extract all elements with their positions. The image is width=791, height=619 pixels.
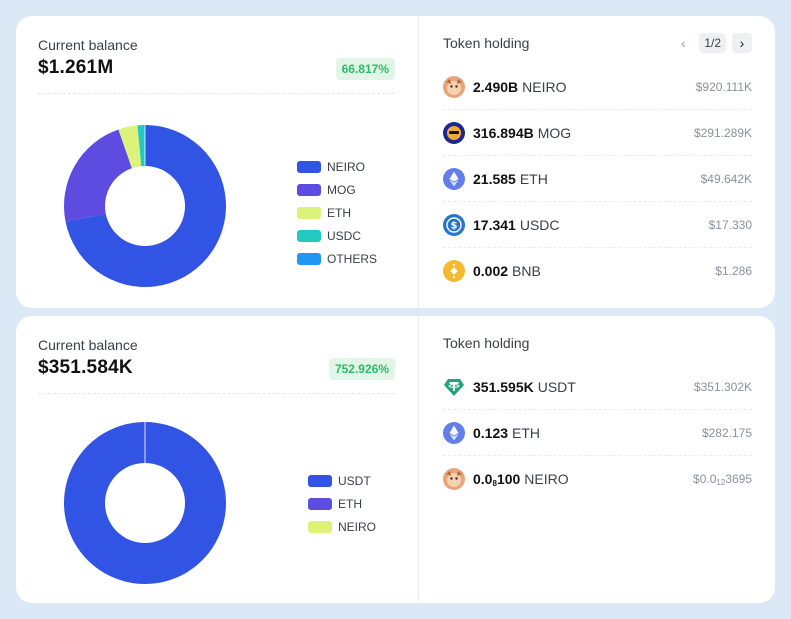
change-badge: 66.817% — [335, 58, 395, 80]
token-amount: 0.123 — [473, 424, 509, 441]
token-symbol: BNB — [512, 263, 541, 279]
pagination: ‹ 1/2 › — [673, 33, 752, 53]
legend-swatch — [308, 520, 332, 533]
balance-label: Current balance — [38, 37, 138, 53]
legend-label: ETH — [338, 496, 362, 511]
token-value: $282.175 — [701, 425, 752, 440]
balance-value: $351.584K — [38, 357, 133, 378]
token-value: $17.330 — [708, 217, 752, 232]
legend-swatch — [297, 160, 321, 173]
token-amount: 316.894B — [473, 124, 534, 141]
token-list: 351.595K USDT $351.302K 0.123 ETH $282.175 0.0… — [443, 364, 752, 502]
token-value: $1.286 — [715, 264, 752, 278]
token-value: $0.0123695 — [693, 471, 752, 487]
token-row-usdt[interactable]: 351.595K USDT $351.302K — [443, 364, 752, 410]
legend-item-others: OTHERS — [297, 247, 377, 270]
token-symbol: USDC — [519, 216, 560, 233]
donut-slice-neiro — [65, 125, 226, 287]
token-symbol: MOG — [537, 124, 572, 141]
token-symbol: ETH — [519, 170, 548, 187]
bnb-icon — [443, 260, 465, 282]
balance-label: Current balance — [38, 337, 138, 353]
legend-label: USDT — [338, 473, 371, 488]
token-row-eth[interactable]: 0.123 ETH $282.175 — [443, 410, 752, 456]
usdc-icon: $ — [443, 213, 465, 236]
token-amount: 0.08100 — [473, 470, 521, 488]
legend-item-neiro: NEIRO — [297, 155, 377, 178]
legend-label: ETH — [327, 205, 351, 220]
change-badge: 752.926% — [328, 358, 395, 380]
token-symbol: NEIRO — [524, 471, 569, 487]
svg-text:$: $ — [451, 220, 458, 231]
divider — [38, 393, 395, 394]
legend-swatch — [297, 229, 321, 242]
legend-label: OTHERS — [327, 251, 378, 266]
donut-slice-mog — [64, 129, 132, 222]
mog-icon — [443, 121, 465, 144]
token-holding-title: Token holding — [443, 335, 530, 351]
legend-item-eth: ETH — [297, 201, 377, 224]
legend-label: MOG — [327, 182, 356, 197]
token-holding-title: Token holding — [443, 35, 530, 51]
token-row-neiro[interactable]: 2.490B NEIRO $920.111K — [443, 64, 752, 110]
legend-swatch — [297, 206, 321, 219]
eth-icon — [443, 421, 465, 444]
legend-label: NEIRO — [338, 519, 377, 534]
usdt-icon — [443, 376, 465, 398]
legend-swatch — [297, 183, 321, 196]
legend-swatch — [308, 497, 332, 510]
donut-slice-eth — [118, 125, 142, 169]
token-symbol: NEIRO — [522, 78, 567, 95]
token-amount: 0.002 — [473, 263, 509, 279]
legend-item-neiro: NEIRO — [308, 515, 376, 538]
token-value: $49.642K — [700, 171, 752, 186]
portfolio-card-1: Current balance $1.261M 66.817% NEIRO MOG… — [16, 16, 775, 308]
legend-swatch — [308, 474, 332, 487]
page-indicator: 1/2 — [699, 33, 726, 53]
allocation-donut-chart — [64, 422, 226, 584]
donut-slice-usdc — [137, 125, 145, 167]
token-amount: 351.595K — [473, 378, 534, 395]
prev-page-button[interactable]: ‹ — [680, 35, 686, 51]
legend-item-eth: ETH — [308, 492, 376, 515]
portfolio-card-2: Current balance $351.584K 752.926% USDT E… — [16, 316, 775, 603]
token-amount: 2.490B — [473, 78, 519, 95]
legend-swatch — [297, 252, 321, 265]
balance-panel: Current balance $351.584K 752.926% USDT E… — [16, 316, 419, 603]
next-page-button[interactable]: › — [732, 33, 752, 53]
legend-item-usdc: USDC — [297, 224, 377, 247]
donut-slice-usdt — [64, 422, 226, 584]
token-amount: 21.585 — [473, 170, 516, 187]
legend-item-mog: MOG — [297, 178, 377, 201]
token-amount: 17.341 — [473, 216, 516, 233]
token-value: $920.111K — [695, 79, 752, 94]
allocation-donut-chart — [64, 125, 226, 287]
token-row-mog[interactable]: 316.894B MOG $291.289K — [443, 110, 752, 156]
token-symbol: USDT — [537, 378, 576, 395]
token-holding-panel: Token holding 351.595K USDT $351.302K 0.123… — [419, 316, 775, 603]
balance-value: $1.261M — [38, 57, 114, 78]
legend-label: USDC — [327, 228, 362, 243]
token-row-neiro[interactable]: 0.08100 NEIRO $0.0123695 — [443, 456, 752, 502]
token-holding-panel: Token holding ‹ 1/2 › 2.490B NEIRO $920.11… — [419, 16, 775, 308]
legend-item-usdt: USDT — [308, 469, 376, 492]
chart-legend: NEIRO MOG ETH USDC OTHERS — [297, 155, 377, 270]
token-row-bnb[interactable]: 0.002 BNB $1.286 — [443, 248, 752, 294]
token-list: 2.490B NEIRO $920.111K 316.894B MOG $291.289K… — [443, 64, 752, 294]
neiro-icon — [443, 75, 465, 98]
eth-icon — [443, 167, 465, 190]
balance-panel: Current balance $1.261M 66.817% NEIRO MOG… — [16, 16, 419, 308]
token-value: $291.289K — [693, 125, 752, 140]
token-symbol: ETH — [512, 424, 541, 441]
neiro-icon — [443, 468, 465, 490]
token-value: $351.302K — [693, 379, 752, 394]
token-row-usdc[interactable]: $17.341 USDC $17.330 — [443, 202, 752, 248]
token-row-eth[interactable]: 21.585 ETH $49.642K — [443, 156, 752, 202]
chart-legend: USDT ETH NEIRO — [308, 469, 376, 538]
divider — [38, 93, 395, 94]
legend-label: NEIRO — [327, 159, 366, 174]
